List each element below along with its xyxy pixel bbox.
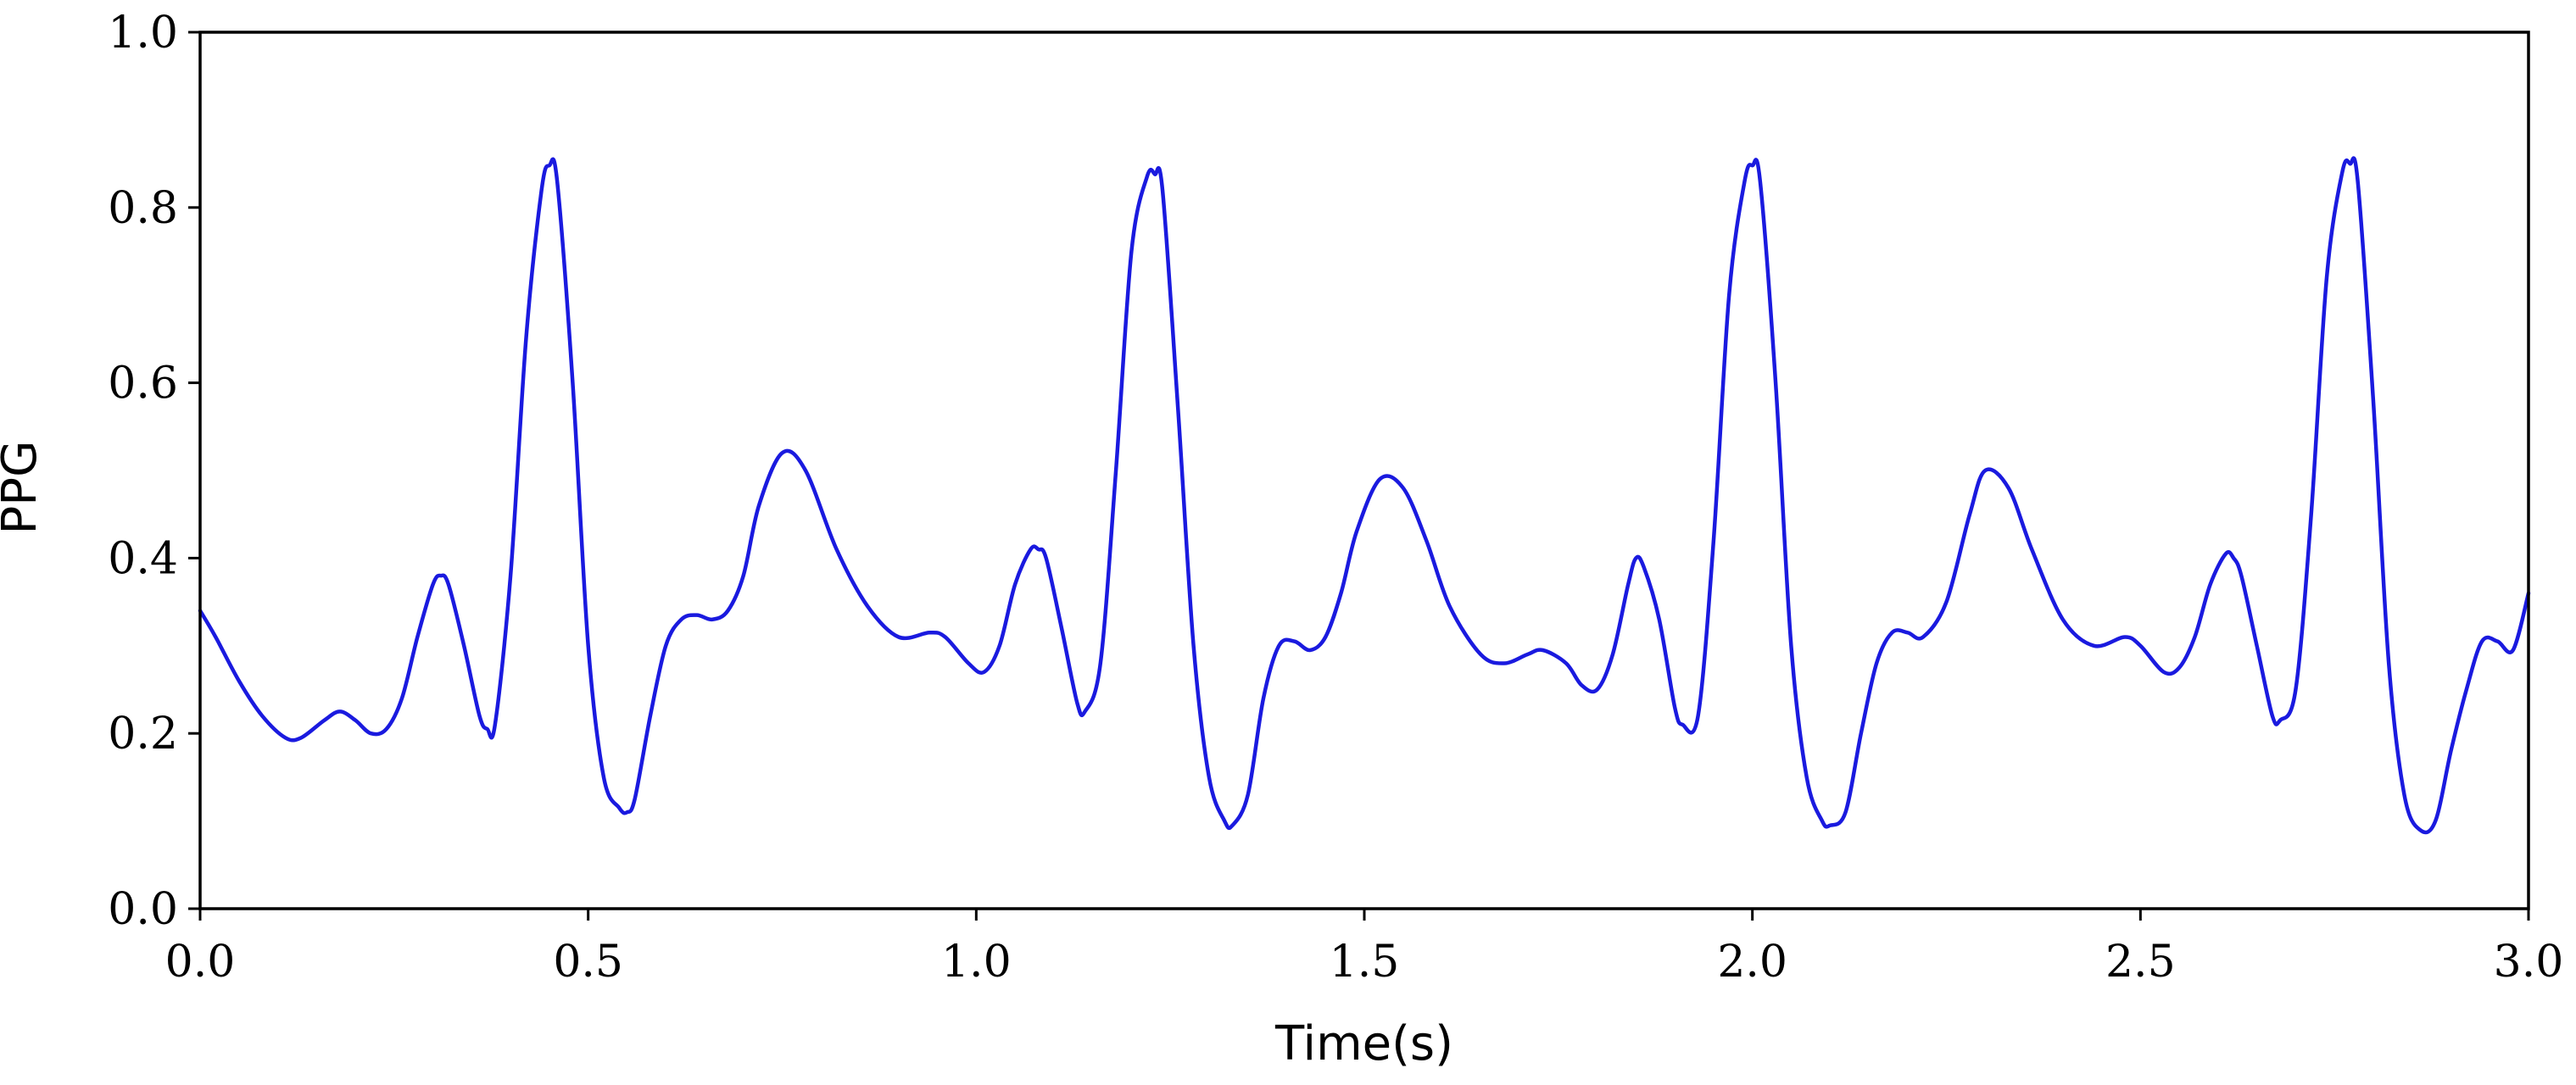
y-tick-label: 0.6 xyxy=(108,359,178,409)
x-tick-label: 2.0 xyxy=(1717,937,1787,988)
x-tick-label: 1.0 xyxy=(941,937,1012,988)
x-tick-label: 2.5 xyxy=(2105,937,2176,988)
x-tick-label: 0.0 xyxy=(165,937,236,988)
y-tick-label: 0.4 xyxy=(108,533,178,584)
y-axis-label: PPG xyxy=(0,441,47,535)
x-tick-label: 1.5 xyxy=(1330,937,1400,988)
plot-frame xyxy=(198,31,2530,910)
y-tick-label: 0.2 xyxy=(108,709,178,760)
ppg-series-line xyxy=(198,156,2531,835)
x-tick-label: 0.5 xyxy=(553,937,623,988)
y-tick-label: 0.8 xyxy=(108,183,178,234)
y-axis-ticks: 0.0 0.2 0.4 0.6 0.8 1.0 xyxy=(108,8,200,935)
x-axis-label: Time(s) xyxy=(1274,1016,1453,1071)
x-axis-ticks: 0.0 0.5 1.0 1.5 2.0 2.5 3.0 xyxy=(165,909,2564,988)
x-tick-label: 3.0 xyxy=(2494,937,2564,988)
y-tick-label: 1.0 xyxy=(108,8,178,58)
y-tick-label: 0.0 xyxy=(108,884,178,935)
